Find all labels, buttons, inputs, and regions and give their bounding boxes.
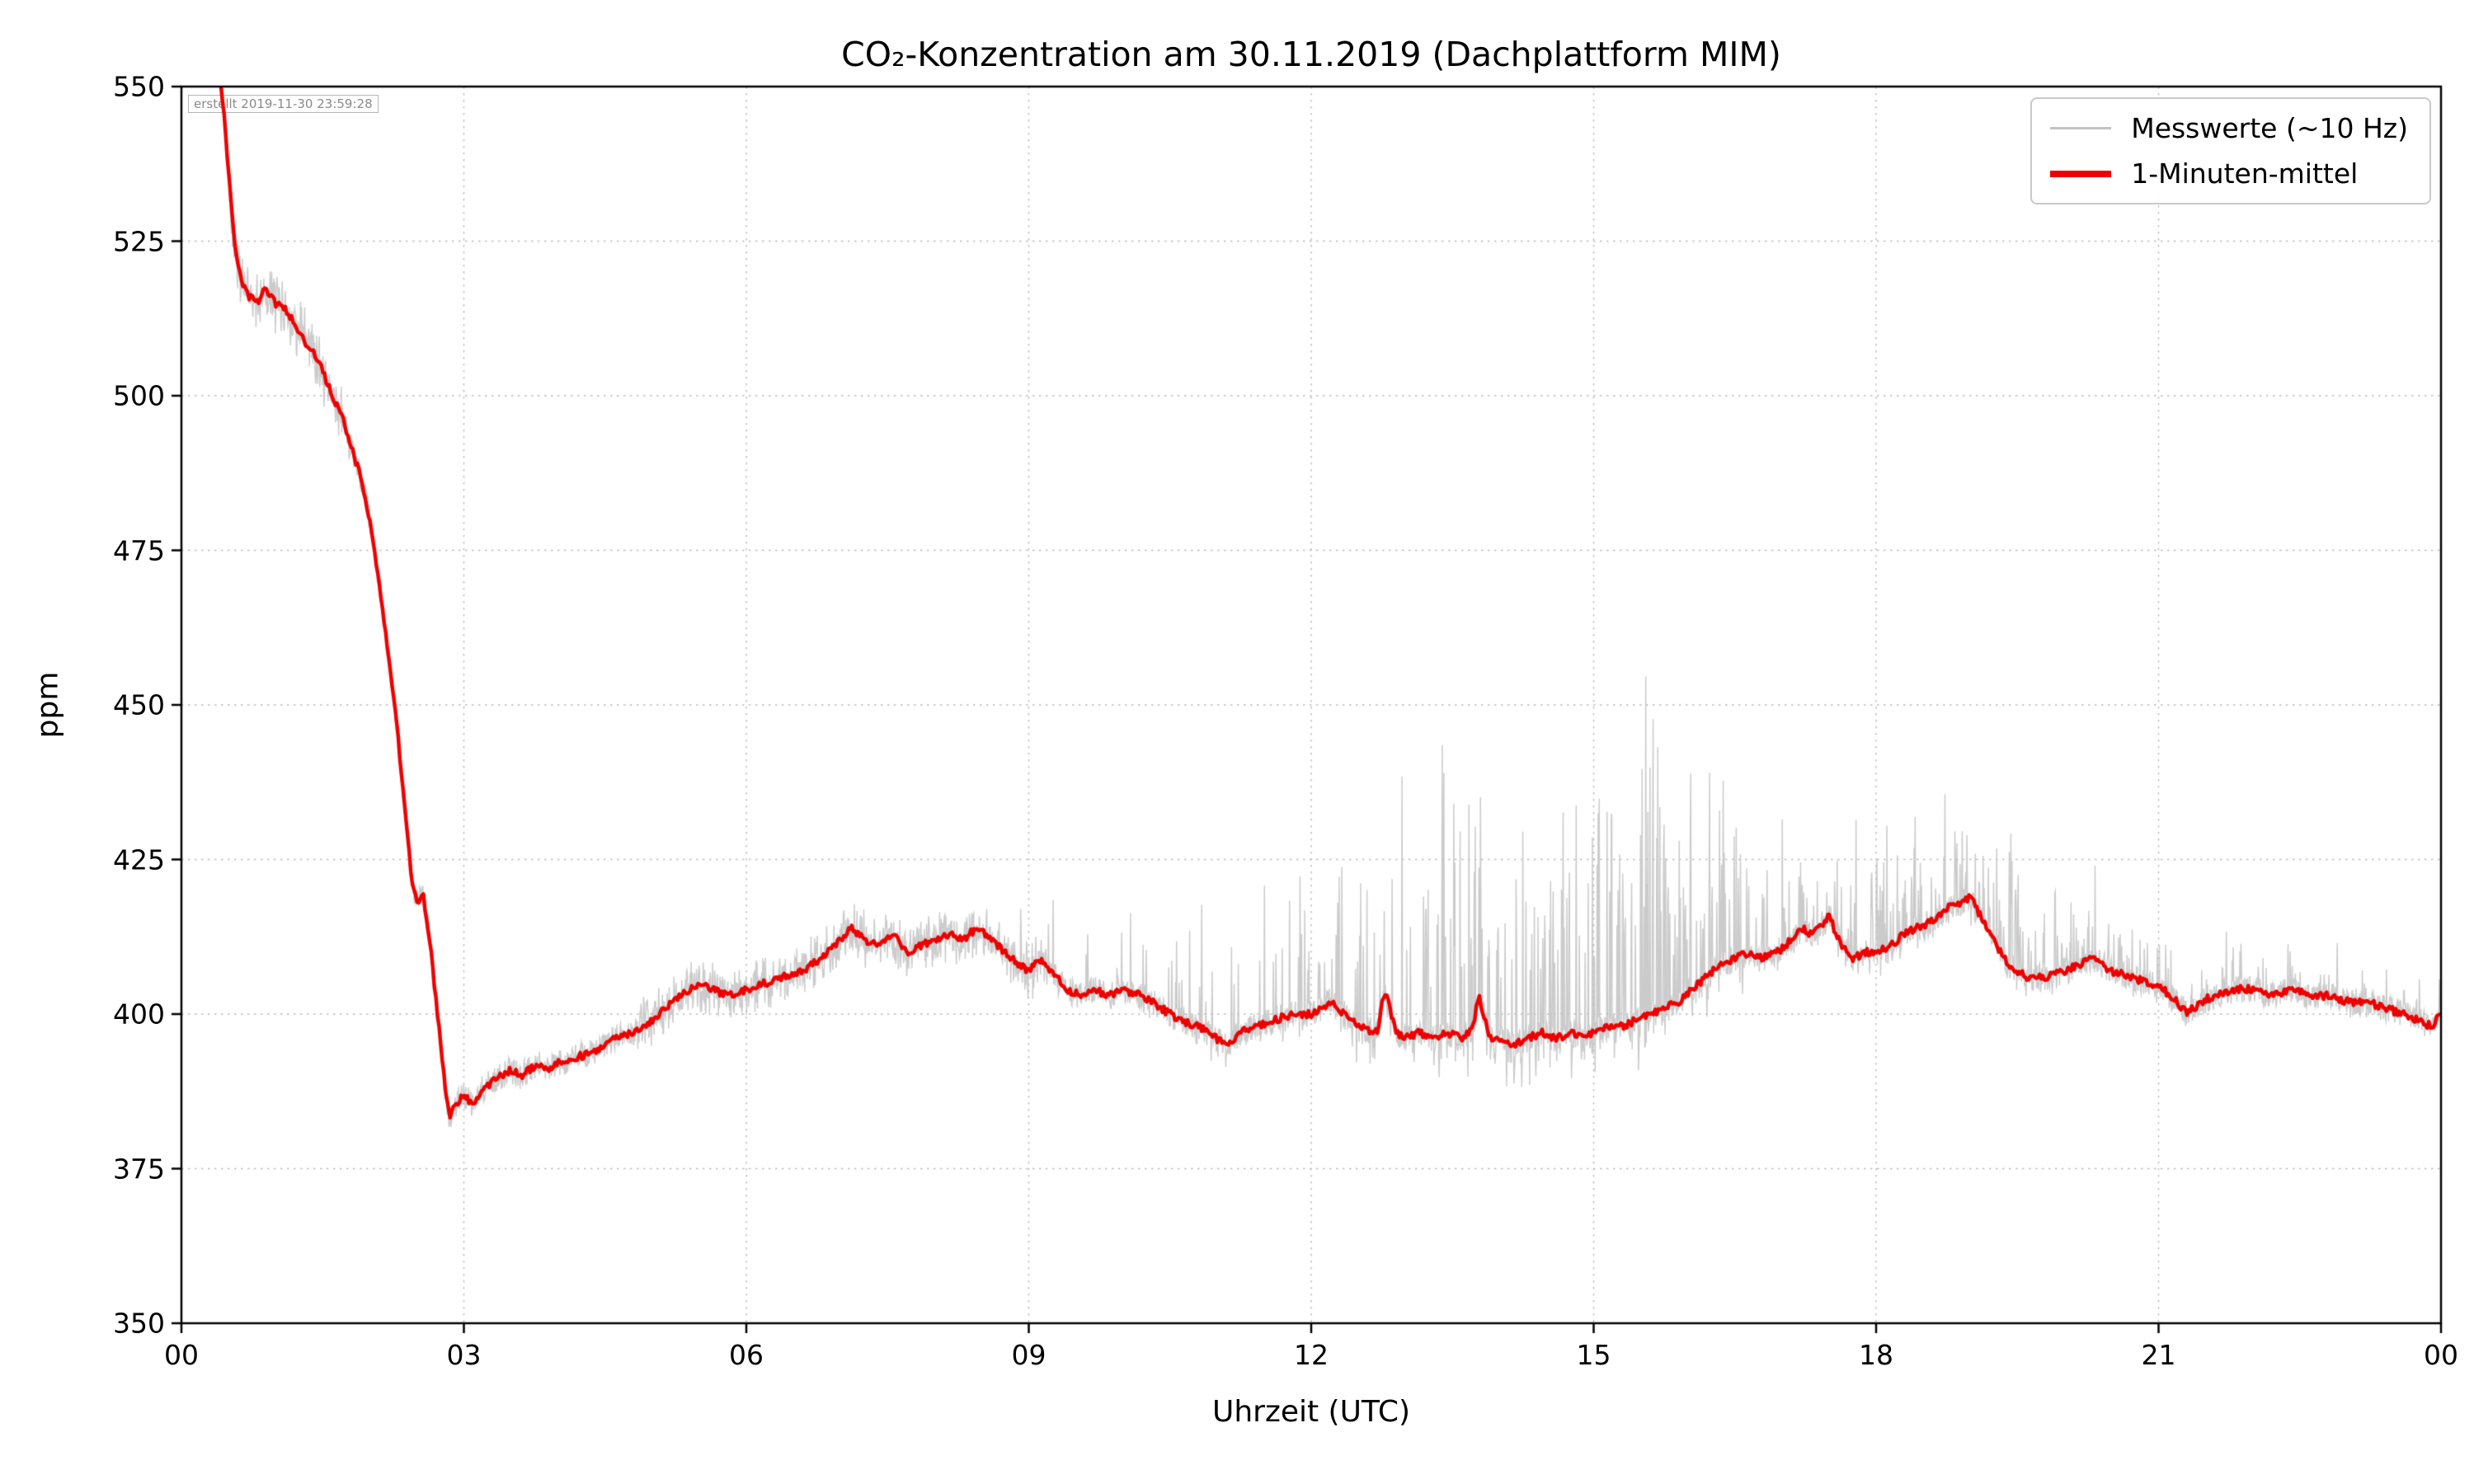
legend-label-messwerte: Messwerte (~10 Hz) [2131,112,2408,144]
x-tick-labels: 00 03 06 09 12 15 18 21 00 [0,1339,2474,1375]
y-tick-label: 350 [113,1307,165,1340]
x-tick-label: 09 [1011,1339,1047,1371]
x-axis-label: Uhrzeit (UTC) [1211,1395,1411,1429]
chart-title: CO₂-Konzentration am 30.11.2019 (Dachpla… [841,35,1781,74]
x-tick-label: 12 [1294,1339,1329,1371]
x-tick-label: 15 [1576,1339,1611,1371]
red-line-swatch [2050,170,2112,177]
legend-item-minutenmittel: 1-Minuten-mittel [2050,157,2408,190]
legend-item-messwerte: Messwerte (~10 Hz) [2050,112,2408,144]
x-tick-label: 03 [446,1339,482,1371]
y-tick-labels: 350 375 400 425 450 475 500 525 550 [0,0,165,1484]
y-tick-label: 375 [113,1153,165,1185]
y-tick-label: 450 [113,688,165,721]
y-tick-label: 400 [113,998,165,1031]
legend: Messwerte (~10 Hz) 1-Minuten-mittel [2030,97,2431,204]
legend-label-minutenmittel: 1-Minuten-mittel [2131,157,2359,190]
gray-line-swatch [2050,127,2112,129]
x-tick-label: 00 [2424,1339,2458,1371]
y-tick-label: 525 [113,225,165,257]
x-tick-label: 06 [729,1339,764,1371]
y-tick-label: 425 [113,843,165,876]
y-tick-label: 475 [113,534,165,566]
y-tick-label: 500 [113,379,165,412]
x-tick-label: 18 [1859,1339,1893,1371]
y-tick-label: 550 [113,70,165,103]
x-tick-label: 21 [2141,1339,2176,1371]
x-tick-label: 00 [164,1339,199,1371]
